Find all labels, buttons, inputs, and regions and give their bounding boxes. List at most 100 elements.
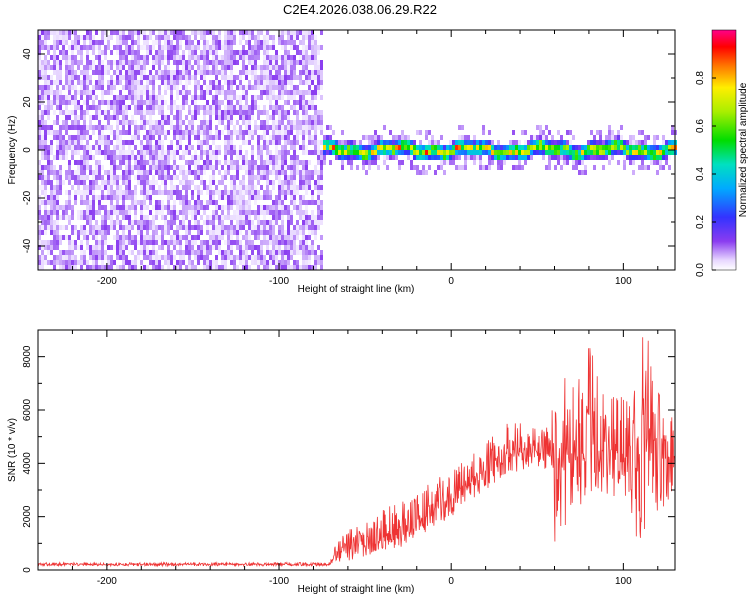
spectrogram-cell [200, 240, 203, 245]
spectrogram-cell [170, 165, 173, 170]
spectrogram-cell [284, 140, 287, 145]
spectrogram-cell [53, 230, 56, 235]
spectrogram-cell [263, 70, 266, 75]
spectrogram-cell [266, 160, 269, 165]
spectrogram-cell [239, 30, 242, 35]
spectrogram-cell [92, 40, 95, 45]
spectrogram-cell [281, 260, 284, 265]
spectrogram-cell [176, 105, 179, 110]
spectrogram-cell [230, 165, 233, 170]
spectrogram-cell [41, 140, 44, 145]
spectrogram-cell [104, 110, 107, 115]
spectrogram-cell [167, 255, 170, 260]
spectrogram-cell [455, 140, 458, 145]
spectrogram-cell [116, 175, 119, 180]
spectrogram-cell [311, 40, 314, 45]
spectrogram-cell [236, 185, 239, 190]
spectrogram-cell [296, 170, 299, 175]
spectrogram-cell [347, 160, 350, 165]
spectrogram-cell [185, 80, 188, 85]
spectrogram-cell [383, 155, 386, 160]
spectrogram-cell [86, 240, 89, 245]
spectrogram-cell [161, 35, 164, 40]
spectrogram-cell [56, 200, 59, 205]
spectrogram-cell [314, 110, 317, 115]
spectrogram-cell [416, 145, 419, 150]
spectrogram-cell [53, 195, 56, 200]
spectrogram-cell [296, 120, 299, 125]
spectrogram-cell [47, 75, 50, 80]
spectrogram-cell [149, 35, 152, 40]
spectrogram-cell [539, 145, 542, 150]
spectrogram-cell [53, 225, 56, 230]
colorbar-tick-label: 0.2 [695, 215, 706, 229]
spectrogram-cell [173, 35, 176, 40]
spectrogram-cell [188, 65, 191, 70]
spectrogram-cell [185, 265, 188, 270]
spectrogram-cell [506, 150, 509, 155]
spectrogram-cell [521, 130, 524, 135]
spectrogram-cell [92, 170, 95, 175]
spectrogram-cell [203, 160, 206, 165]
spectrogram-cell [116, 80, 119, 85]
spectrogram-cell [476, 145, 479, 150]
spectrogram-cell [314, 180, 317, 185]
spectrogram-cell [239, 135, 242, 140]
spectrogram-cell [320, 250, 323, 255]
spectrogram-cell [110, 225, 113, 230]
spectrogram-cell [245, 125, 248, 130]
spectrogram-cell [269, 220, 272, 225]
spectrogram-cell [104, 145, 107, 150]
spectrogram-cell [116, 40, 119, 45]
spectrogram-cell [98, 160, 101, 165]
spectrogram-cell [239, 225, 242, 230]
spectrogram-cell [173, 185, 176, 190]
spectrogram-cell [113, 245, 116, 250]
spectrogram-cell [248, 105, 251, 110]
spectrogram-cell [173, 235, 176, 240]
spectrogram-cell [500, 145, 503, 150]
spectrogram-cell [296, 60, 299, 65]
spectrogram-cell [248, 55, 251, 60]
spectrogram-cell [128, 240, 131, 245]
spectrogram-cell [296, 205, 299, 210]
spectrogram-cell [527, 145, 530, 150]
spectrogram-cell [110, 125, 113, 130]
spectrogram-cell [152, 95, 155, 100]
spectrogram-cell [155, 100, 158, 105]
spectrogram-cell [131, 115, 134, 120]
spectrogram-cell [230, 120, 233, 125]
spectrogram-cell [227, 115, 230, 120]
spectrogram-cell [530, 155, 533, 160]
spectrogram-cell [284, 255, 287, 260]
spectrogram-cell [170, 150, 173, 155]
spectrogram-cell [161, 120, 164, 125]
spectrogram-cell [212, 140, 215, 145]
spectrogram-cell [65, 215, 68, 220]
spectrogram-cell [137, 250, 140, 255]
spectrogram-cell [167, 120, 170, 125]
spectrogram-cell [170, 225, 173, 230]
spectrogram-cell [266, 75, 269, 80]
spectrogram-cell [194, 250, 197, 255]
spectrogram-cell [413, 140, 416, 145]
spectrogram-cell [572, 135, 575, 140]
spectrogram-cell [596, 130, 599, 135]
spectrogram-cell [344, 140, 347, 145]
spectrogram-cell [200, 150, 203, 155]
spectrogram-cell [227, 235, 230, 240]
spectrogram-cell [512, 140, 515, 145]
spectrogram-cell [104, 45, 107, 50]
spectrogram-cell [134, 95, 137, 100]
spectrogram-cell [236, 220, 239, 225]
spectrogram-cell [245, 100, 248, 105]
spectrogram-cell [230, 175, 233, 180]
spectrogram-cell [50, 250, 53, 255]
spectrogram-cell [230, 225, 233, 230]
colorbar-ticks: 0.00.20.40.60.8 [695, 71, 716, 277]
spectrogram-cell [50, 55, 53, 60]
spectrogram-cell [530, 145, 533, 150]
spectrogram-cell [302, 115, 305, 120]
spectrogram-cell [158, 105, 161, 110]
